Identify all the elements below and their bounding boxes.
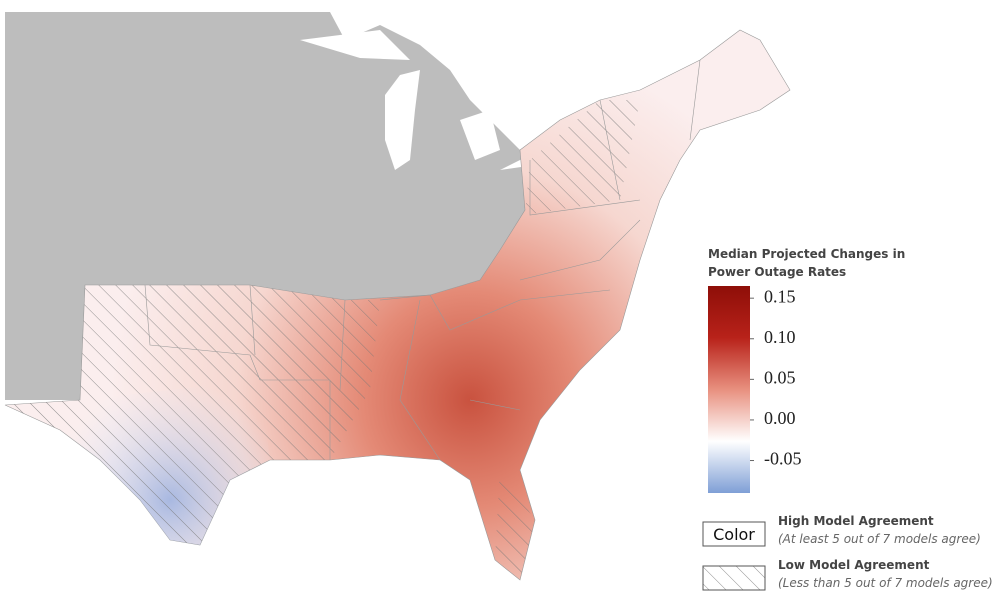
legend-item-note: (Less than 5 out of 7 models agree)	[778, 576, 993, 590]
low-agreement-hatch	[5, 100, 640, 580]
legend-title: Power Outage Rates	[708, 265, 846, 279]
state-borders	[144, 59, 701, 461]
colorbar-tick-label: -0.05	[764, 449, 802, 469]
legend-item-label: Low Model Agreement	[778, 558, 930, 572]
colorbar-tick-label: 0.15	[764, 286, 796, 306]
legend-swatch-text: Color	[713, 525, 755, 544]
legend-swatch	[702, 565, 766, 591]
legend-title: Median Projected Changes in	[708, 247, 905, 261]
legend: Median Projected Changes in Power Outage …	[702, 247, 993, 591]
colorbar	[708, 286, 750, 493]
colorbar-tick-label: 0.05	[764, 367, 796, 387]
map	[4, 12, 791, 581]
legend-item-label: High Model Agreement	[778, 514, 934, 528]
colorbar-tick-label: 0.10	[764, 327, 796, 347]
legend-item-note: (At least 5 out of 7 models agree)	[778, 532, 981, 546]
great-lakes	[300, 30, 540, 170]
legend-swatch	[702, 521, 766, 547]
colorbar-tick-label: 0.00	[764, 408, 796, 428]
